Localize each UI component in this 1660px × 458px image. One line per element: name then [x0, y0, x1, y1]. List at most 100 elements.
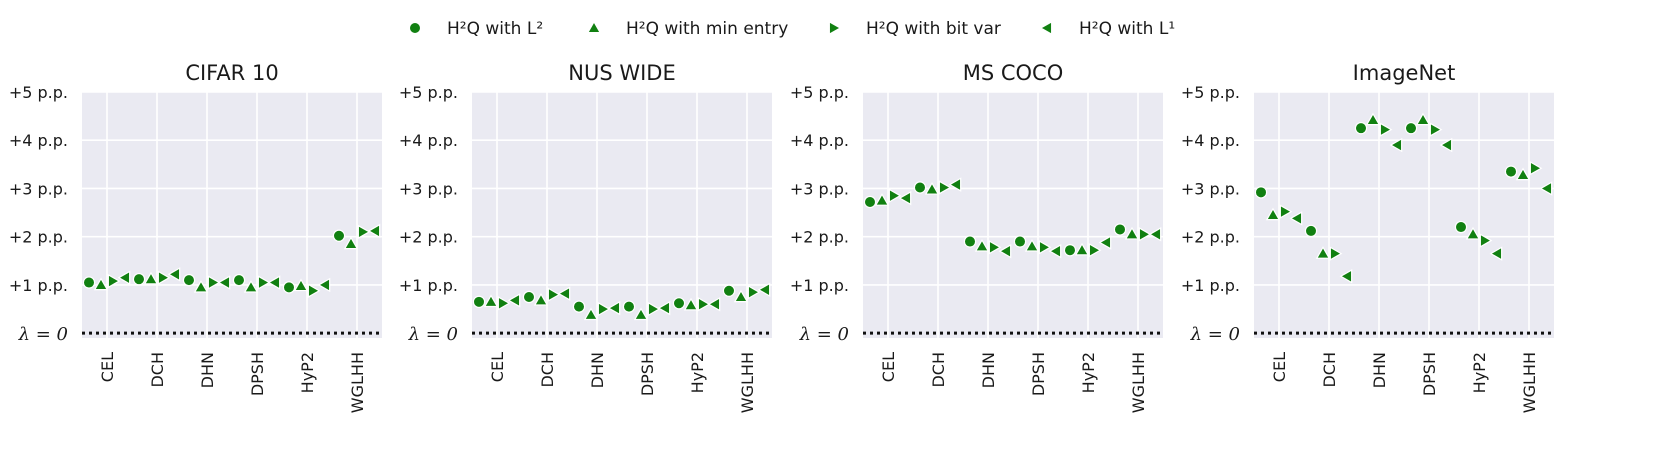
panel-nus-wide: NUS WIDE +5 p.p. +4 p.p. +3 p.p. +2 p.p. +1 … [399, 61, 772, 413]
panel-title: NUS WIDE [568, 61, 675, 85]
x-tick-label: DHN [1370, 352, 1389, 388]
data-point [1279, 204, 1293, 219]
y-tick-label: +2 p.p. [1181, 228, 1240, 247]
data-point [193, 279, 209, 293]
data-point [282, 281, 296, 294]
data-point [1489, 246, 1503, 261]
data-point [107, 273, 121, 289]
baseline-label: λ = 0 [18, 324, 68, 345]
series-circle [863, 181, 1127, 257]
y-tick-label: +5 p.p. [1181, 83, 1240, 102]
data-point [998, 243, 1012, 259]
series-triangle-up [874, 182, 1140, 256]
data-point [1074, 242, 1090, 256]
x-tick-label: DHN [979, 352, 998, 388]
data-point [1024, 238, 1040, 252]
y-tick-label: +4 p.p. [399, 131, 458, 150]
data-point [547, 287, 561, 302]
data-point [1389, 137, 1403, 153]
data-point [207, 275, 221, 290]
data-point [607, 300, 621, 316]
panel-ms-coco: MS COCO +5 p.p. +4 p.p. +3 p.p. +2 p.p. +1 p… [790, 61, 1163, 413]
data-point [157, 270, 171, 285]
series-triangle-up [483, 289, 749, 321]
data-point [1315, 246, 1331, 259]
x-tick-label: CEL [1270, 352, 1289, 382]
series-triangle-left [1289, 137, 1553, 284]
series-circle [472, 284, 736, 313]
y-tick-label: +1 p.p. [790, 276, 849, 295]
data-point [217, 275, 231, 290]
x-tick-label: DHN [588, 352, 607, 388]
x-tick-label: DCH [929, 352, 948, 388]
plot-area [863, 92, 1163, 338]
y-tick-label: +2 p.p. [399, 228, 458, 247]
data-point [1479, 233, 1493, 248]
data-point [597, 301, 611, 317]
y-tick-label: +3 p.p. [1181, 179, 1240, 198]
data-point [243, 279, 259, 293]
data-point [1124, 226, 1140, 240]
data-point [357, 224, 371, 240]
plot-area [82, 92, 382, 338]
x-tick-label: WGLHH [1129, 352, 1148, 413]
data-point [483, 294, 499, 308]
data-point [367, 223, 381, 239]
data-point [507, 293, 521, 308]
y-tick-label: +3 p.p. [399, 179, 458, 198]
data-point [497, 296, 511, 311]
y-tick-label: +2 p.p. [790, 228, 849, 247]
data-point [583, 307, 599, 321]
series-triangle-left [507, 282, 771, 316]
x-tick-label: DPSH [638, 352, 657, 396]
data-point [522, 290, 536, 304]
panel-title: MS COCO [963, 61, 1064, 85]
data-point [1339, 269, 1353, 284]
x-tick-label: DHN [198, 352, 217, 388]
series-triangle-up [93, 236, 359, 293]
data-point [1265, 207, 1281, 221]
series-triangle-right [497, 284, 761, 317]
data-point [963, 235, 977, 248]
baseline-label: λ = 0 [1190, 324, 1240, 345]
data-point [572, 300, 586, 313]
legend-item: H²Q with min entry [586, 19, 788, 39]
y-tick-label: +2 p.p. [9, 228, 68, 247]
data-point [307, 283, 321, 298]
data-point [988, 240, 1002, 255]
x-tick-label: CEL [879, 352, 898, 382]
data-point [117, 270, 131, 285]
y-tick-label: +1 p.p. [1181, 276, 1240, 295]
data-point [1515, 167, 1531, 181]
panel-cifar-10: CIFAR 10 +5 p.p. +4 p.p. +3 p.p. +2 p.p. +1 … [9, 61, 382, 413]
legend-label: H²Q with min entry [626, 19, 788, 39]
series-triangle-right [107, 224, 371, 298]
y-tick-label: +4 p.p. [790, 131, 849, 150]
series-triangle-left [898, 177, 1162, 259]
data-point [1454, 220, 1468, 234]
data-point [82, 276, 96, 289]
data-point [1304, 224, 1318, 238]
x-tick-label: DCH [148, 352, 167, 388]
data-point [1254, 186, 1268, 199]
data-point [167, 267, 181, 282]
x-tick-label: HyP2 [1079, 352, 1098, 393]
data-point [143, 271, 159, 285]
data-point [257, 275, 271, 290]
data-point [647, 301, 661, 317]
x-tick-label: DPSH [248, 352, 267, 396]
y-tick-label: +3 p.p. [9, 179, 68, 198]
data-point [332, 229, 346, 242]
data-point [1113, 223, 1127, 236]
legend-item: H²Q with L¹ [1039, 19, 1175, 39]
data-point [757, 282, 771, 297]
legend-label: H²Q with L² [447, 19, 543, 39]
y-tick-label: +4 p.p. [9, 131, 68, 150]
data-point [472, 295, 486, 309]
y-tick-label: +5 p.p. [790, 83, 849, 102]
y-tick-label: +4 p.p. [1181, 131, 1240, 150]
data-point [1429, 122, 1443, 137]
data-point [1379, 122, 1393, 137]
data-point [1038, 240, 1052, 255]
x-tick-label: WGLHH [738, 352, 757, 413]
